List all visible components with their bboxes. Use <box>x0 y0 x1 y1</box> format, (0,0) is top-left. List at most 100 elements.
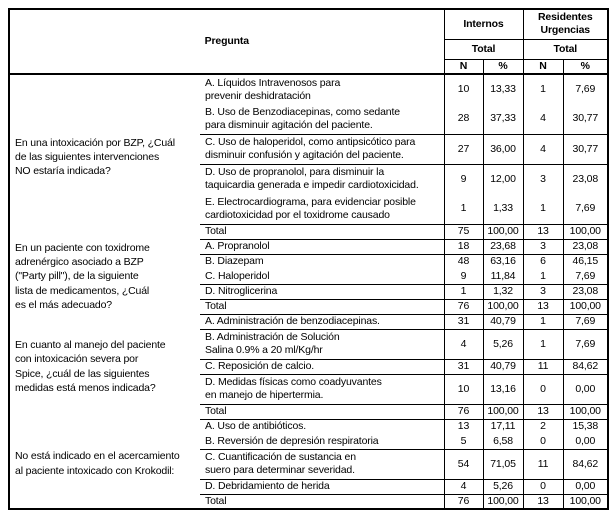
internos-n: 76 <box>443 404 483 420</box>
total-row: Total 75 100,00 13 100,00 <box>9 224 609 240</box>
internos-pct: 5,26 <box>482 329 524 360</box>
residentes-pct: 100,00 <box>562 494 609 509</box>
column-header-pct-residentes: % <box>562 59 609 75</box>
residentes-n: 3 <box>522 284 564 300</box>
internos-n: 54 <box>443 449 483 480</box>
option-cell: D. Medidas físicas como coadyuvantes en … <box>200 374 444 405</box>
residentes-pct: 84,62 <box>562 449 609 480</box>
residentes-pct: 30,77 <box>562 104 609 135</box>
residentes-pct: 7,69 <box>562 314 609 330</box>
column-header-residentes-urgencias: Residentes Urgencias <box>522 9 609 40</box>
internos-n: 4 <box>443 479 483 495</box>
total-row: Total 76 100,00 13 100,00 <box>9 494 609 509</box>
total-row: Total 76 100,00 13 100,00 <box>9 299 609 315</box>
table-row: No está indicado en el acercamiento al p… <box>9 419 609 477</box>
option-cell: A. Administración de benzodiacepinas. <box>200 314 444 330</box>
residentes-pct: 0,00 <box>562 434 609 450</box>
residentes-pct: 23,08 <box>562 239 609 255</box>
residentes-n: 0 <box>522 479 564 495</box>
internos-pct: 23,68 <box>482 239 524 255</box>
internos-n: 18 <box>443 239 483 255</box>
option-cell: B. Uso de Benzodiacepinas, como sedante … <box>200 104 444 135</box>
residentes-n: 3 <box>522 164 564 194</box>
internos-pct: 71,05 <box>482 449 524 480</box>
residentes-pct: 100,00 <box>562 224 609 240</box>
header-row-totals: Total Total <box>9 39 609 60</box>
option-cell: C. Reposición de calcio. <box>200 359 444 375</box>
table-row: E. Electrocardiograma, para evidenciar p… <box>9 194 609 225</box>
residentes-pct: 100,00 <box>562 299 609 315</box>
internos-n: 28 <box>443 104 483 135</box>
internos-pct: 63,16 <box>482 254 524 269</box>
internos-n: 5 <box>443 434 483 450</box>
residentes-pct: 7,69 <box>562 194 609 225</box>
table-row: C. Haloperidol 9 11,84 1 7,69 <box>9 269 609 285</box>
internos-pct: 11,84 <box>482 269 524 285</box>
question-cell: En una intoxicación por BZP, ¿Cuál de la… <box>15 136 175 178</box>
table-row: D. Medidas físicas como coadyuvantes en … <box>9 374 609 405</box>
internos-pct: 1,33 <box>482 194 524 225</box>
total-label: Total <box>200 299 444 315</box>
internos-n: 48 <box>443 254 483 269</box>
residentes-n: 1 <box>522 194 564 225</box>
internos-n: 31 <box>443 314 483 330</box>
residentes-pct: 100,00 <box>562 404 609 420</box>
residentes-pct: 7,69 <box>562 269 609 285</box>
internos-pct: 12,00 <box>482 164 524 194</box>
residentes-pct: 30,77 <box>562 134 609 165</box>
residentes-n: 1 <box>522 314 564 330</box>
column-header-pct-internos: % <box>482 59 524 75</box>
option-cell: A. Uso de antibióticos. <box>205 420 307 433</box>
residentes-pct: 46,15 <box>562 254 609 269</box>
residentes-n: 11 <box>522 359 564 375</box>
internos-n: 10 <box>443 74 483 104</box>
residentes-n: 3 <box>522 239 564 255</box>
internos-n: 75 <box>443 224 483 240</box>
table-row: B. Administración de Solución Salina 0.9… <box>9 329 609 360</box>
residentes-n: 4 <box>522 134 564 165</box>
residentes-n: 1 <box>522 269 564 285</box>
option-cell: B. Administración de Solución Salina 0.9… <box>200 329 444 360</box>
total-row: Total 76 100,00 13 100,00 <box>9 404 609 420</box>
residentes-n: 13 <box>522 494 564 509</box>
internos-pct: 1,32 <box>482 284 524 300</box>
column-header-n-internos: N <box>444 59 483 75</box>
residentes-n: 11 <box>522 449 564 480</box>
table-row: C. Reposición de calcio. 31 40,79 11 84,… <box>9 359 609 375</box>
column-header-pregunta: Pregunta <box>9 9 445 75</box>
internos-n: 9 <box>443 269 483 285</box>
table-row: B. Reversión de depresión respiratoria 5… <box>9 434 609 450</box>
question-cell: En un paciente con toxidrome adrenérgico… <box>15 242 150 311</box>
total-label: Total <box>200 404 444 420</box>
residentes-n: 1 <box>522 329 564 360</box>
residentes-n: 13 <box>522 299 564 315</box>
internos-pct: 36,00 <box>482 134 524 165</box>
internos-pct: 13,33 <box>482 74 524 104</box>
internos-pct: 40,79 <box>482 314 524 330</box>
residentes-pct: 23,08 <box>562 164 609 194</box>
internos-pct: 100,00 <box>482 224 524 240</box>
option-cell: E. Electrocardiograma, para evidenciar p… <box>200 194 444 225</box>
table-row: D. Nitroglicerina 1 1,32 3 23,08 <box>9 284 609 300</box>
residentes-pct: 0,00 <box>562 374 609 405</box>
residentes-n: 13 <box>522 404 564 420</box>
residentes-pct: 84,62 <box>562 359 609 375</box>
table-row: C. Uso de haloperidol, como antipsicótic… <box>9 134 609 165</box>
column-header-internos: Internos <box>444 9 524 40</box>
column-header-n-residentes: N <box>522 59 564 75</box>
internos-pct: 17,11 <box>482 419 524 434</box>
total-label: Total <box>200 224 444 240</box>
internos-pct: 40,79 <box>482 359 524 375</box>
option-cell: D. Uso de propranolol, para disminuir la… <box>205 166 419 192</box>
header-row-n-pct: N % N % <box>9 59 609 75</box>
internos-n: 13 <box>443 419 483 434</box>
table-row: D. Uso de propranolol, para disminuir la… <box>9 164 609 194</box>
internos-pct: 6,58 <box>482 434 524 450</box>
residentes-pct: 7,69 <box>562 329 609 360</box>
residentes-pct: 15,38 <box>562 419 609 434</box>
option-cell: C. Uso de haloperidol, como antipsicótic… <box>200 134 444 165</box>
question-cell: En cuanto al manejo del paciente con int… <box>15 339 166 394</box>
internos-pct: 100,00 <box>482 299 524 315</box>
total-label: Total <box>205 494 227 507</box>
